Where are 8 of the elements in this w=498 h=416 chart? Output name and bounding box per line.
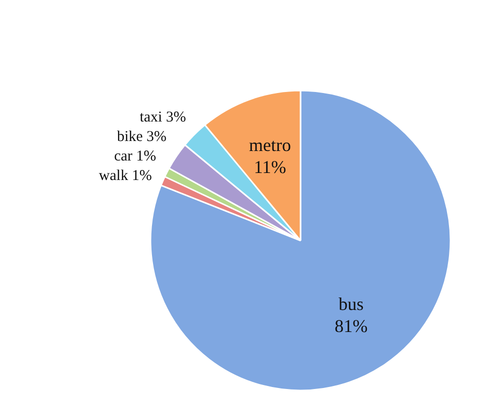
slice-label: taxi 3% bbox=[140, 110, 186, 126]
data-label: 81% bbox=[334, 316, 368, 336]
data-label: 11% bbox=[254, 156, 286, 177]
slice-label: metro bbox=[249, 134, 292, 155]
slice-label: walk 1% bbox=[98, 168, 152, 184]
slice-label: bus bbox=[338, 294, 364, 314]
slice-label: bike 3% bbox=[116, 129, 167, 146]
slice-label: car 1% bbox=[114, 148, 156, 165]
